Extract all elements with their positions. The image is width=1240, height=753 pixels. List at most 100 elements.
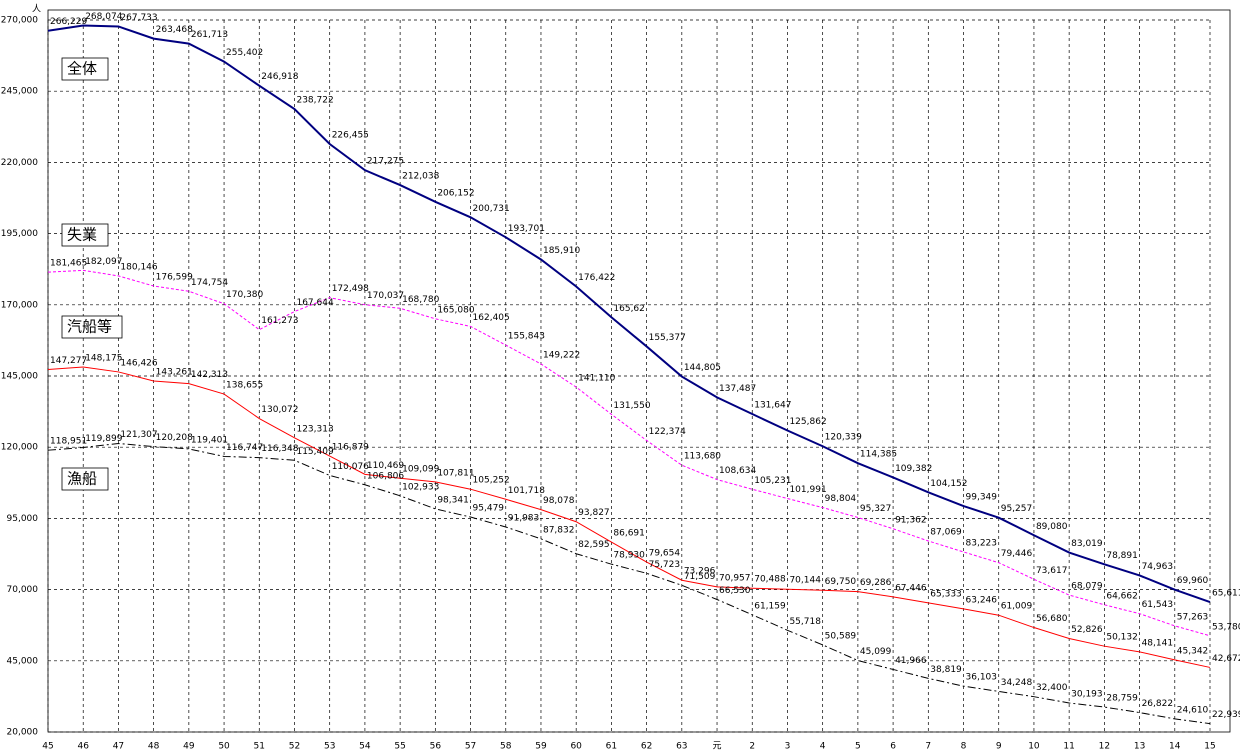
y-tick-label: 95,000 bbox=[7, 514, 39, 524]
data-label: 79,446 bbox=[1001, 549, 1033, 559]
data-label: 137,487 bbox=[719, 384, 756, 394]
x-tick-label: 60 bbox=[570, 742, 582, 752]
data-label: 120,339 bbox=[825, 433, 862, 443]
data-label: 24,610 bbox=[1177, 705, 1209, 715]
data-label: 170,380 bbox=[226, 290, 263, 300]
data-label: 41,966 bbox=[895, 656, 927, 666]
data-label: 110,076 bbox=[332, 462, 369, 472]
data-label: 238,722 bbox=[296, 96, 333, 106]
data-label: 70,144 bbox=[789, 576, 821, 586]
data-label: 217,275 bbox=[367, 157, 404, 167]
x-tick-label: 61 bbox=[606, 742, 617, 752]
data-label: 119,401 bbox=[191, 435, 228, 445]
series-name-box bbox=[61, 467, 109, 491]
data-label: 162,405 bbox=[473, 313, 510, 323]
data-label: 63,246 bbox=[966, 595, 998, 605]
data-label: 70,957 bbox=[719, 573, 751, 583]
data-label: 167,644 bbox=[296, 298, 333, 308]
y-tick-label: 270,000 bbox=[1, 16, 38, 26]
x-tick-label: 3 bbox=[785, 742, 791, 752]
data-label: 106,806 bbox=[367, 471, 404, 481]
data-label: 172,498 bbox=[332, 284, 369, 294]
series-name: 漁船 bbox=[67, 470, 97, 488]
data-label: 182,097 bbox=[85, 257, 122, 267]
data-label: 212,038 bbox=[402, 172, 439, 182]
x-tick-label: 59 bbox=[535, 742, 547, 752]
data-label: 82,595 bbox=[578, 540, 610, 550]
x-tick-label: 47 bbox=[113, 742, 124, 752]
x-tick-label: 49 bbox=[183, 742, 195, 752]
data-label: 122,374 bbox=[649, 427, 686, 437]
x-tick-label: 54 bbox=[359, 742, 371, 752]
data-label: 174,754 bbox=[191, 278, 228, 288]
y-tick-label: 145,000 bbox=[1, 372, 38, 382]
data-label: 61,543 bbox=[1142, 600, 1174, 610]
data-label: 36,103 bbox=[966, 673, 998, 683]
data-label: 143,261 bbox=[156, 367, 193, 377]
x-tick-label: 10 bbox=[1028, 742, 1040, 752]
x-tick-label: 5 bbox=[855, 742, 861, 752]
data-label: 83,019 bbox=[1071, 539, 1103, 549]
data-label: 144,805 bbox=[684, 363, 721, 373]
data-label: 74,963 bbox=[1142, 562, 1174, 572]
data-label: 87,069 bbox=[930, 527, 962, 537]
data-label: 98,804 bbox=[825, 494, 857, 504]
data-label: 123,313 bbox=[296, 424, 333, 434]
data-label: 266,229 bbox=[50, 17, 87, 27]
x-tick-label: 46 bbox=[77, 742, 89, 752]
x-tick-label: 14 bbox=[1169, 742, 1181, 752]
data-label: 22,939 bbox=[1212, 710, 1240, 720]
data-label: 55,718 bbox=[789, 617, 821, 627]
y-tick-label: 70,000 bbox=[7, 585, 39, 595]
data-label: 65,611 bbox=[1212, 589, 1240, 599]
data-label: 99,349 bbox=[966, 493, 998, 503]
x-tick-label: 8 bbox=[961, 742, 967, 752]
data-label: 226,455 bbox=[332, 131, 369, 141]
x-tick-label: 52 bbox=[289, 742, 300, 752]
data-label: 116,879 bbox=[332, 443, 369, 453]
x-tick-label: 6 bbox=[890, 742, 896, 752]
data-label: 185,910 bbox=[543, 246, 580, 256]
data-label: 165,62 bbox=[613, 304, 645, 314]
data-label: 50,132 bbox=[1106, 633, 1138, 643]
data-label: 34,248 bbox=[1001, 678, 1033, 688]
data-label: 131,550 bbox=[613, 401, 650, 411]
data-label: 155,843 bbox=[508, 332, 545, 342]
data-label: 26,822 bbox=[1142, 699, 1174, 709]
series-name-box bbox=[61, 223, 109, 247]
data-label: 65,333 bbox=[930, 589, 962, 599]
data-label: 110,469 bbox=[367, 461, 404, 471]
data-label: 42,672 bbox=[1212, 654, 1240, 664]
y-tick-label: 20,000 bbox=[7, 728, 39, 738]
data-label: 114,385 bbox=[860, 450, 897, 460]
data-label: 95,327 bbox=[860, 504, 892, 514]
x-tick-label: 7 bbox=[925, 742, 931, 752]
data-label: 95,479 bbox=[473, 504, 505, 514]
data-label: 101,718 bbox=[508, 486, 545, 496]
data-label: 57,263 bbox=[1177, 612, 1209, 622]
data-label: 267,733 bbox=[120, 13, 157, 23]
data-label: 78,930 bbox=[613, 551, 645, 561]
data-label: 181,465 bbox=[50, 259, 87, 269]
x-tick-label: 55 bbox=[394, 742, 405, 752]
data-label: 141,110 bbox=[578, 374, 615, 384]
x-tick-label: 9 bbox=[996, 742, 1002, 752]
x-tick-label: 56 bbox=[430, 742, 442, 752]
data-label: 104,152 bbox=[930, 479, 967, 489]
data-label: 206,152 bbox=[437, 188, 474, 198]
data-label: 98,078 bbox=[543, 496, 575, 506]
data-label: 70,488 bbox=[754, 575, 786, 585]
data-label: 69,750 bbox=[825, 577, 857, 587]
data-label: 79,654 bbox=[649, 549, 681, 559]
data-label: 118,951 bbox=[50, 437, 87, 447]
data-label: 255,402 bbox=[226, 48, 263, 58]
y-tick-label: 220,000 bbox=[1, 158, 38, 168]
data-label: 200,731 bbox=[473, 204, 510, 214]
x-tick-label: 53 bbox=[324, 742, 335, 752]
y-unit: 人 bbox=[32, 4, 41, 15]
data-label: 30,193 bbox=[1071, 689, 1103, 699]
x-tick-label: 63 bbox=[676, 742, 687, 752]
x-tick-label: 2 bbox=[749, 742, 755, 752]
data-label: 69,286 bbox=[860, 578, 892, 588]
